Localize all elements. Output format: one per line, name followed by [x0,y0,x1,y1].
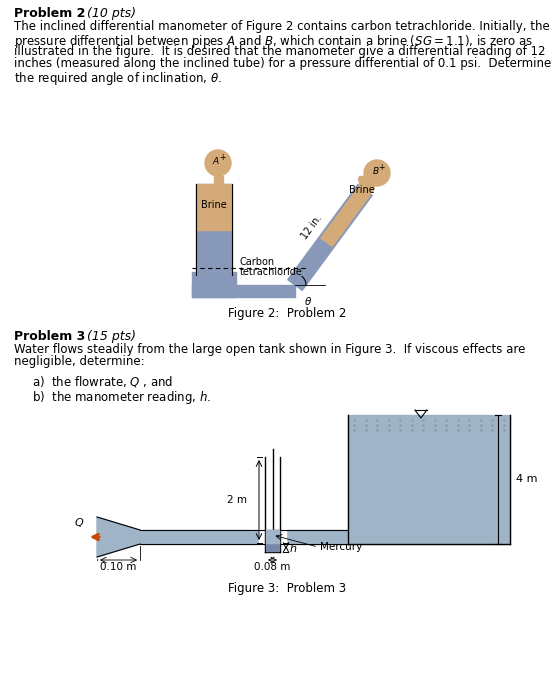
Polygon shape [287,185,372,290]
Bar [348,415,510,544]
Text: a)  the flowrate, $Q$ , and: a) the flowrate, $Q$ , and [32,374,173,389]
Text: Mercury: Mercury [320,542,362,552]
Bar [259,452,286,552]
Bar [359,176,371,190]
Text: Carbon: Carbon [240,257,275,267]
Polygon shape [359,174,374,194]
Text: Brine: Brine [201,200,227,210]
Text: (15 pts): (15 pts) [83,330,136,343]
Text: 4 m: 4 m [516,475,537,484]
Text: 0.08 m: 0.08 m [254,562,291,572]
Text: negligible, determine:: negligible, determine: [14,356,145,368]
Text: 0.10 m: 0.10 m [100,562,137,572]
Text: Brine: Brine [349,185,375,195]
Bar [197,184,231,230]
Text: Figure 3:  Problem 3: Figure 3: Problem 3 [228,582,346,595]
Text: The inclined differential manometer of Figure 2 contains carbon tetrachloride. I: The inclined differential manometer of F… [14,20,550,33]
Text: 2 m: 2 m [227,495,247,505]
Text: $h$: $h$ [289,542,297,554]
Text: 12 in.: 12 in. [299,213,324,241]
Text: Problem 2: Problem 2 [14,7,85,20]
Text: illustrated in the figure.  It is desired that the manometer give a differential: illustrated in the figure. It is desired… [14,45,546,58]
Text: the required angle of inclination, $\theta$.: the required angle of inclination, $\the… [14,70,222,87]
Polygon shape [321,186,371,246]
Text: tetrachloride: tetrachloride [240,267,303,277]
Bar [214,176,223,184]
Text: Figure 2:  Problem 2: Figure 2: Problem 2 [228,307,346,320]
Bar [266,530,279,543]
Text: Problem 3: Problem 3 [14,330,85,343]
Circle shape [364,160,390,186]
Bar [266,530,279,551]
Text: $A$: $A$ [212,155,220,167]
Bar [196,184,232,275]
Text: $+$: $+$ [378,162,386,172]
Bar [192,272,236,297]
Text: Water flows steadily from the large open tank shown in Figure 3.  If viscous eff: Water flows steadily from the large open… [14,343,526,356]
Text: inches (measured along the inclined tube) for a pressure differential of 0.1 psi: inches (measured along the inclined tube… [14,57,551,71]
Text: b)  the manometer reading, $h$.: b) the manometer reading, $h$. [32,389,211,406]
Text: $Q$: $Q$ [74,516,84,529]
Text: $\theta$: $\theta$ [304,295,312,307]
Text: $+$: $+$ [219,152,227,162]
Text: $B$: $B$ [372,165,380,176]
Polygon shape [97,517,140,557]
Text: (10 pts): (10 pts) [83,7,136,20]
Bar [140,530,348,544]
Bar [192,285,295,297]
Circle shape [205,150,231,176]
Text: pressure differential between pipes $A$ and $B$, which contain a brine ($SG = 1.: pressure differential between pipes $A$ … [14,32,533,50]
